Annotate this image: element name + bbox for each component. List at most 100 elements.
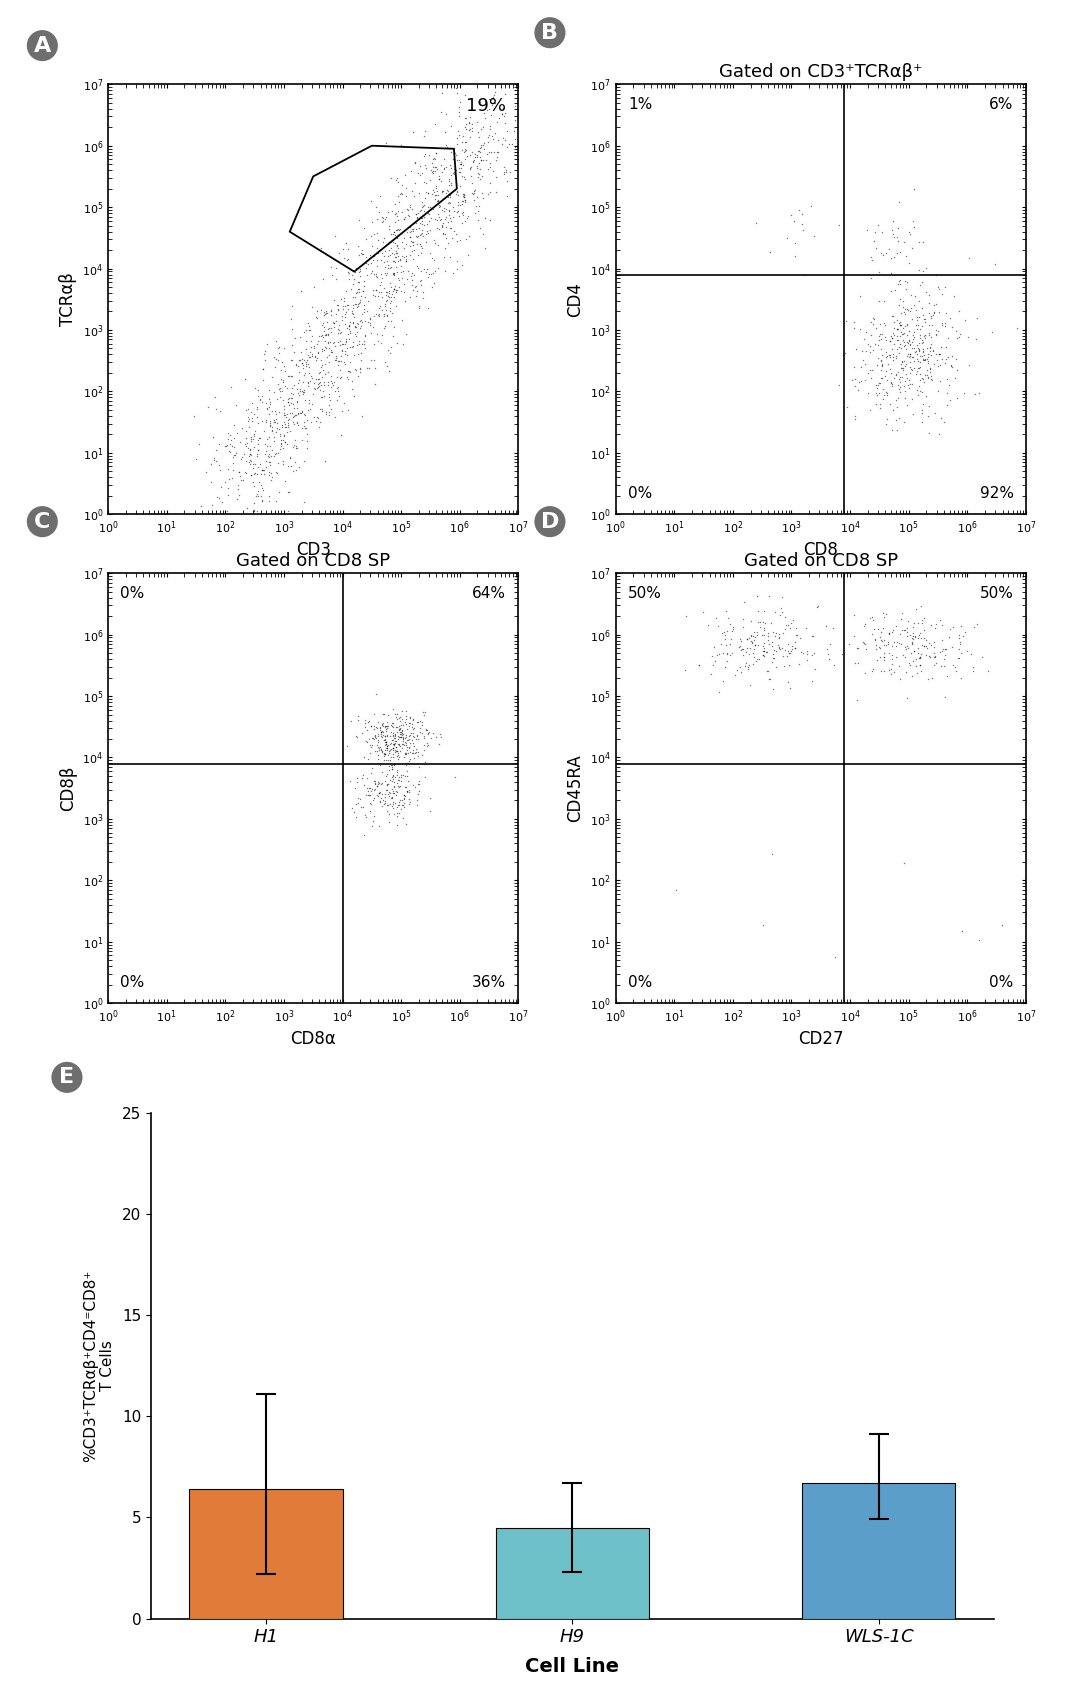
Point — [328, 347, 346, 374]
Point — [362, 250, 379, 277]
Point — [353, 238, 370, 265]
Point — [917, 627, 934, 654]
Point — [370, 300, 388, 327]
Point — [888, 315, 905, 342]
Point — [369, 742, 387, 769]
Point — [770, 620, 787, 647]
Point — [441, 167, 458, 194]
Point — [372, 329, 389, 356]
Point — [874, 386, 891, 413]
Point — [362, 781, 379, 808]
Point — [394, 711, 411, 738]
Point — [487, 147, 504, 174]
Point — [393, 243, 410, 270]
Point — [364, 725, 381, 752]
Point — [360, 708, 377, 735]
Point — [255, 460, 272, 487]
Point — [935, 646, 953, 673]
Point — [364, 282, 381, 309]
Text: C: C — [35, 511, 51, 531]
Point — [190, 432, 207, 459]
Point — [294, 349, 311, 376]
Point — [441, 189, 458, 216]
Point — [900, 344, 917, 371]
Point — [399, 727, 416, 754]
Point — [374, 322, 391, 349]
Point — [971, 379, 988, 406]
Point — [264, 413, 281, 440]
Point — [245, 425, 262, 452]
Point — [379, 791, 396, 818]
Point — [401, 233, 418, 260]
Point — [411, 231, 429, 258]
Point — [340, 357, 357, 384]
Point — [500, 130, 517, 157]
Point — [907, 652, 924, 679]
Point — [886, 659, 903, 686]
Point — [710, 641, 727, 668]
Point — [771, 636, 788, 663]
Point — [293, 349, 310, 376]
Point — [497, 157, 514, 184]
Point — [339, 292, 356, 319]
Point — [926, 292, 943, 319]
Point — [303, 391, 321, 418]
Point — [295, 401, 312, 428]
Point — [455, 182, 472, 209]
Point — [386, 248, 403, 275]
Point — [271, 378, 288, 405]
Point — [933, 346, 950, 373]
Point — [488, 108, 505, 135]
Point — [389, 762, 406, 789]
Point — [366, 221, 383, 248]
Point — [387, 207, 404, 234]
Point — [352, 354, 369, 381]
Point — [901, 341, 918, 368]
Point — [306, 336, 323, 362]
Point — [383, 322, 401, 349]
Point — [765, 619, 782, 646]
Point — [386, 772, 403, 799]
Point — [377, 730, 394, 757]
Point — [914, 342, 931, 369]
Point — [369, 327, 387, 354]
Point — [893, 320, 910, 347]
Point — [260, 440, 278, 467]
Point — [261, 391, 279, 418]
Point — [878, 379, 895, 406]
Point — [303, 293, 321, 320]
Point — [888, 307, 905, 334]
Point — [875, 639, 892, 666]
Point — [498, 133, 515, 160]
Point — [724, 617, 741, 644]
Point — [298, 420, 315, 447]
Point — [298, 349, 315, 376]
Point — [357, 248, 375, 275]
Point — [347, 312, 364, 339]
Point — [896, 368, 914, 395]
Point — [889, 322, 906, 349]
Point — [896, 617, 914, 644]
Point — [280, 411, 297, 438]
Point — [380, 251, 397, 278]
Point — [920, 347, 937, 374]
Point — [318, 298, 335, 325]
Point — [495, 94, 512, 121]
Point — [345, 283, 362, 310]
Point — [266, 398, 283, 425]
Point — [287, 435, 305, 462]
Point — [394, 722, 411, 749]
Point — [893, 349, 910, 376]
Point — [297, 401, 314, 428]
Point — [323, 362, 340, 389]
Point — [281, 445, 298, 472]
Point — [507, 133, 524, 160]
Point — [881, 327, 899, 354]
Point — [367, 723, 384, 750]
Point — [873, 627, 890, 654]
Point — [380, 782, 397, 809]
Point — [498, 182, 515, 209]
Point — [361, 797, 378, 824]
Point — [378, 733, 395, 760]
Point — [198, 459, 215, 486]
